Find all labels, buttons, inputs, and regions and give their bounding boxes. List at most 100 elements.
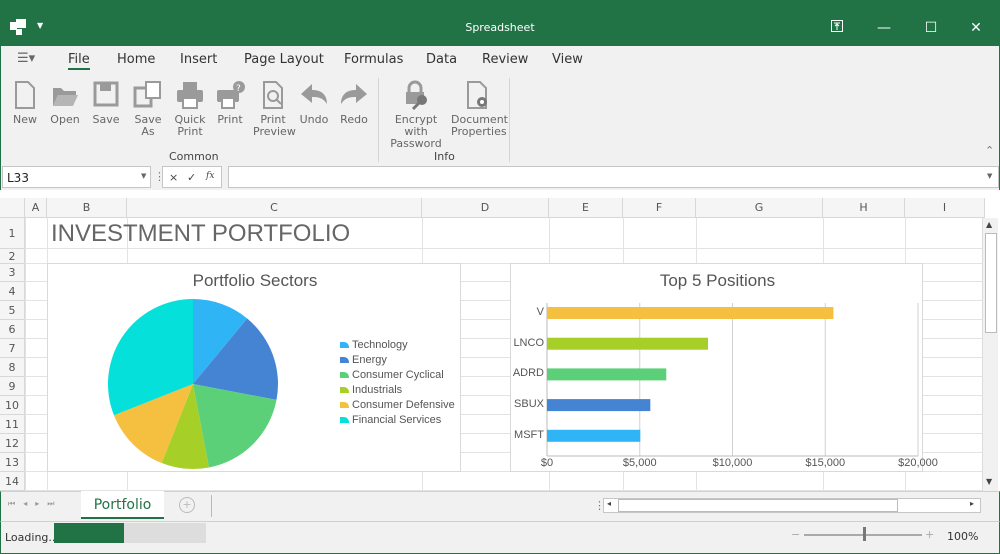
chevron-down-icon[interactable]: ▼ [141,172,147,180]
pie-slice-financial-services[interactable] [108,299,193,416]
enter-icon[interactable]: ✓ [187,171,197,184]
close-icon[interactable]: ✕ [970,20,982,36]
row-header-6[interactable]: 6 [0,320,25,339]
formula-input[interactable]: ▼ [228,166,999,188]
splitter-handle[interactable]: ⋮ [594,499,605,512]
scrollbar-thumb[interactable] [618,499,898,512]
tab-home[interactable]: Home [117,52,156,67]
bar-lnco[interactable] [547,337,709,350]
row-header-13[interactable]: 13 [0,453,25,472]
new-button[interactable]: New [9,80,41,126]
print-preview-button[interactable]: Print Preview [253,80,296,138]
insert-function-icon[interactable]: fx [206,171,215,181]
tab-insert[interactable]: Insert [180,52,218,67]
expand-formula-icon[interactable]: ▼ [987,172,993,180]
row-header-8[interactable]: 8 [0,358,25,377]
x-tick-label: $5,000 [622,457,657,469]
select-all-corner[interactable] [0,198,25,218]
pie-slice-consumer-defensive[interactable] [113,384,193,464]
bar-v[interactable] [547,307,834,319]
column-header-I[interactable]: I [905,198,985,218]
grid-line [25,338,985,339]
zoom-out-icon[interactable]: − [791,528,801,541]
row-header-12[interactable]: 12 [0,434,25,453]
scroll-up-icon[interactable]: ▲ [986,220,993,229]
worksheet-grid[interactable]: A B C D E F G H I 1 2 3 4 5 6 7 8 9 10 11 12 13 14 INVESTMENT P… [0,198,1000,491]
column-header-B[interactable]: B [47,198,127,218]
row-header-1[interactable]: 1 [0,218,25,249]
zoom-in-icon[interactable]: + [925,528,935,541]
tab-view[interactable]: View [552,52,583,67]
row-header-4[interactable]: 4 [0,282,25,301]
title-cell[interactable]: INVESTMENT PORTFOLIO [51,220,351,247]
document-properties-button[interactable]: Document Properties [451,80,508,138]
pie-chart[interactable]: Portfolio Sectors Technology Energy Consume… [47,263,461,472]
quick-access-dropdown-icon[interactable]: ▼ [37,21,44,30]
grid-line [25,414,985,415]
row-header-9[interactable]: 9 [0,377,25,396]
horizontal-scrollbar[interactable]: ◂ ▸ [603,498,981,513]
printer-icon [174,80,206,110]
redo-button[interactable]: Redo [336,80,372,126]
vertical-scrollbar[interactable]: ▲ ▼ [982,218,998,491]
quick-print-button[interactable]: Quick Print [174,80,206,138]
name-box[interactable]: L33 ▼ [2,166,151,188]
tab-review[interactable]: Review [482,52,529,67]
row-header-10[interactable]: 10 [0,396,25,415]
bar-sbux[interactable] [547,399,651,412]
save-as-button[interactable]: Save As [127,80,169,138]
bar-msft[interactable] [547,429,641,442]
bar-adrd[interactable] [547,368,667,381]
zoom-slider-thumb[interactable] [863,527,866,541]
chart-title: Portfolio Sectors [192,271,318,290]
save-button[interactable]: Save [89,80,123,126]
sheet-nav-arrows[interactable]: ⏮◂▸⏭ [8,499,63,508]
scrollbar-thumb[interactable] [985,233,997,333]
open-button[interactable]: Open [47,80,83,126]
add-sheet-icon[interactable]: + [179,497,195,513]
column-header-G[interactable]: G [696,198,823,218]
sheet-tab-portfolio[interactable]: Portfolio [81,491,164,519]
scroll-right-icon[interactable]: ▸ [970,499,975,508]
pie-slice-technology[interactable] [193,299,248,384]
row-header-2[interactable]: 2 [0,249,25,264]
row-header-14[interactable]: 14 [0,472,25,491]
column-header-D[interactable]: D [422,198,549,218]
tab-data[interactable]: Data [426,52,458,67]
row-header-7[interactable]: 7 [0,339,25,358]
group-divider [378,78,379,162]
zoom-level[interactable]: 100% [947,530,979,543]
tab-page-layout[interactable]: Page Layout [244,52,324,67]
pie-slice-consumer-cyclical[interactable] [193,384,277,468]
pie-slice-energy[interactable] [193,318,278,400]
scroll-down-icon[interactable]: ▼ [986,477,993,486]
row-header-11[interactable]: 11 [0,415,25,434]
encrypt-with-password-button[interactable]: Encrypt with Password [385,80,447,150]
undo-button[interactable]: Undo [296,80,332,126]
row-header-5[interactable]: 5 [0,301,25,320]
scroll-left-icon[interactable]: ◂ [607,499,612,508]
column-header-A[interactable]: A [25,198,47,218]
row-header-3[interactable]: 3 [0,264,25,282]
ribbon-menu-icon[interactable]: ☰▾ [17,51,36,66]
print-button[interactable]: ? Print [211,80,249,126]
legend-item: Consumer Cyclical [352,369,444,381]
splitter-handle[interactable]: ⋮ [154,170,165,183]
loading-progress-bar [54,523,206,543]
tab-file[interactable]: File [68,52,90,70]
restore-ribbon-icon[interactable] [825,18,849,38]
bar-chart[interactable]: Top 5 Positions $0 $5,000 $10,000 $15,000 $20… [510,263,938,472]
column-header-H[interactable]: H [823,198,905,218]
legend-marker-icon [340,357,349,363]
legend-item: Consumer Defensive [352,399,455,411]
column-header-C[interactable]: C [127,198,422,218]
print-dialog-icon: ? [211,80,249,110]
maximize-icon[interactable]: ☐ [924,20,938,36]
column-header-F[interactable]: F [623,198,696,218]
tab-formulas[interactable]: Formulas [344,52,404,67]
cancel-icon[interactable]: × [169,171,179,184]
pie-slice-industrials[interactable] [161,384,209,469]
collapse-ribbon-icon[interactable]: ⌃ [985,144,995,157]
column-header-E[interactable]: E [549,198,623,218]
minimize-icon[interactable]: — [877,20,891,36]
